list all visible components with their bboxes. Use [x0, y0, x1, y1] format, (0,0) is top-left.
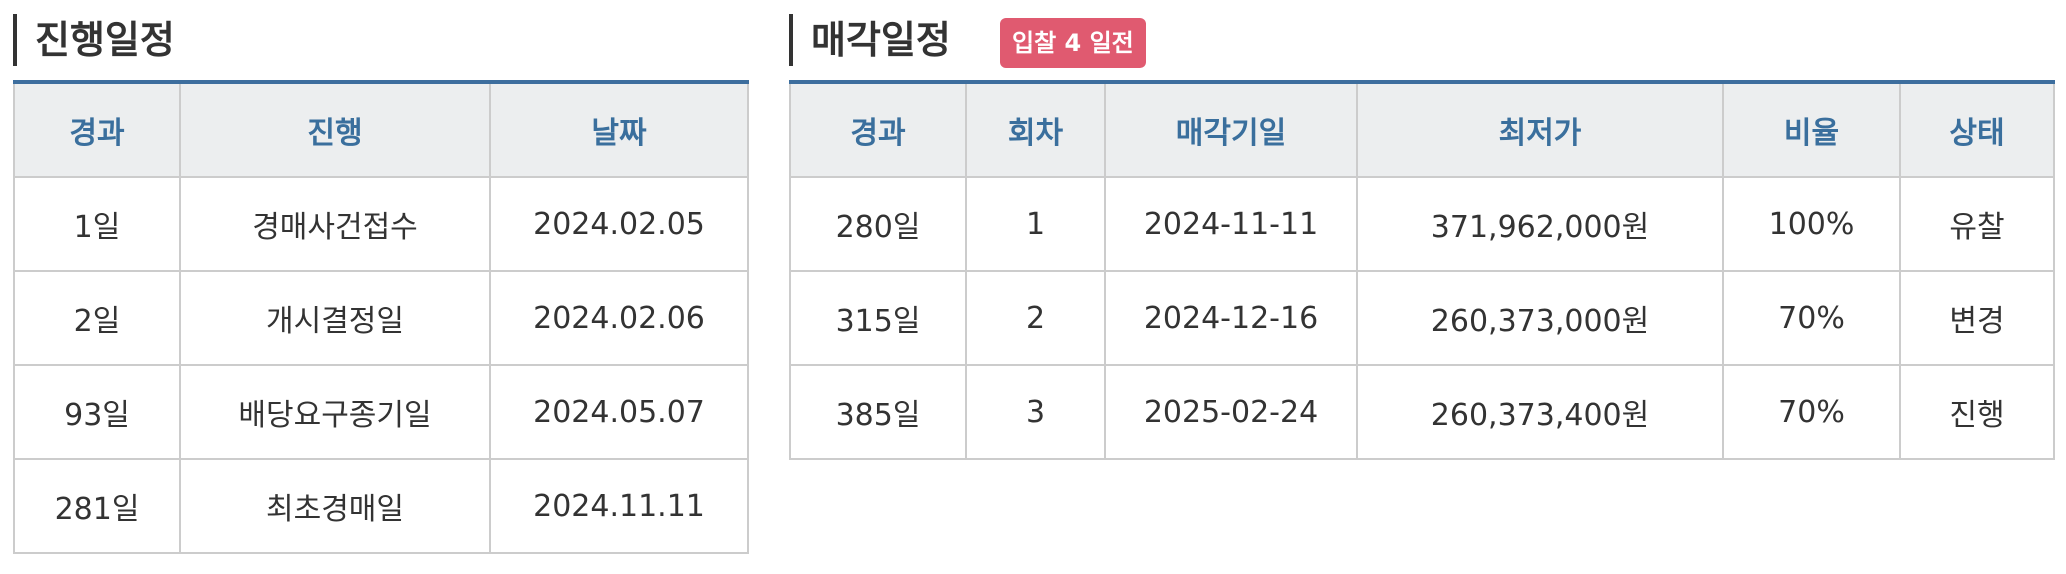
sale-schedule-table: 경과 회차 매각기일 최저가 비율 상태 280일 1 2024-11-11 3…: [789, 80, 2055, 460]
heading-accent-bar: [789, 14, 793, 66]
cell-round: 1: [965, 176, 1106, 272]
status-link[interactable]: 진행: [1899, 364, 2055, 460]
column-header-min-price: 최저가: [1356, 82, 1724, 178]
sale-schedule-title: 매각일정: [811, 18, 951, 62]
table-row: 2일 개시결정일 2024.02.06: [13, 270, 749, 366]
cell-sale-date: 2024-11-11: [1104, 176, 1358, 272]
cell-elapsed: 1일: [13, 176, 181, 272]
column-header-sale-date: 매각기일: [1104, 82, 1358, 178]
cell-step: 개시결정일: [179, 270, 491, 366]
status-link[interactable]: 변경: [1899, 270, 2055, 366]
cell-date: 2024.11.11: [489, 458, 749, 554]
cell-min-price: 260,373,400원: [1356, 364, 1724, 460]
cell-round: 2: [965, 270, 1106, 366]
cell-ratio: 70%: [1722, 270, 1901, 366]
table-row: 280일 1 2024-11-11 371,962,000원 100% 유찰: [789, 176, 2055, 272]
cell-date: 2024.02.06: [489, 270, 749, 366]
cell-round: 3: [965, 364, 1106, 460]
progress-schedule-section: 진행일정 경과 진행 날짜 1일 경매사건접수 2024.02.05 2일 개시…: [13, 0, 749, 554]
column-header-step: 진행: [179, 82, 491, 178]
column-header-round: 회차: [965, 82, 1106, 178]
cell-step: 경매사건접수: [179, 176, 491, 272]
sale-schedule-section: 매각일정 입찰 4 일전 경과 회차 매각기일 최저가 비율 상태 280일 1…: [789, 0, 2055, 460]
cell-step: 최초경매일: [179, 458, 491, 554]
cell-date: 2024.05.07: [489, 364, 749, 460]
progress-schedule-heading: 진행일정: [13, 0, 747, 80]
table-row: 93일 배당요구종기일 2024.05.07: [13, 364, 749, 460]
table-row: 315일 2 2024-12-16 260,373,000원 70% 변경: [789, 270, 2055, 366]
cell-min-price: 371,962,000원: [1356, 176, 1724, 272]
column-header-elapsed: 경과: [789, 82, 967, 178]
table-header-row: 경과 진행 날짜: [13, 82, 749, 178]
status-link[interactable]: 유찰: [1899, 176, 2055, 272]
sale-schedule-heading: 매각일정 입찰 4 일전: [789, 0, 2053, 80]
cell-ratio: 100%: [1722, 176, 1901, 272]
cell-ratio: 70%: [1722, 364, 1901, 460]
column-header-elapsed: 경과: [13, 82, 181, 178]
cell-elapsed: 2일: [13, 270, 181, 366]
table-row: 1일 경매사건접수 2024.02.05: [13, 176, 749, 272]
table-row: 385일 3 2025-02-24 260,373,400원 70% 진행: [789, 364, 2055, 460]
cell-date: 2024.02.05: [489, 176, 749, 272]
column-header-date: 날짜: [489, 82, 749, 178]
cell-elapsed: 280일: [789, 176, 967, 272]
cell-min-price: 260,373,000원: [1356, 270, 1724, 366]
column-header-ratio: 비율: [1722, 82, 1901, 178]
cell-step: 배당요구종기일: [179, 364, 491, 460]
cell-elapsed: 385일: [789, 364, 967, 460]
cell-elapsed: 315일: [789, 270, 967, 366]
heading-accent-bar: [13, 14, 17, 66]
progress-schedule-table: 경과 진행 날짜 1일 경매사건접수 2024.02.05 2일 개시결정일 2…: [13, 80, 749, 554]
bid-countdown-badge: 입찰 4 일전: [1000, 18, 1146, 68]
cell-sale-date: 2025-02-24: [1104, 364, 1358, 460]
progress-schedule-title: 진행일정: [35, 18, 175, 62]
cell-sale-date: 2024-12-16: [1104, 270, 1358, 366]
cell-elapsed: 93일: [13, 364, 181, 460]
table-row: 281일 최초경매일 2024.11.11: [13, 458, 749, 554]
column-header-status: 상태: [1899, 82, 2055, 178]
cell-elapsed: 281일: [13, 458, 181, 554]
table-header-row: 경과 회차 매각기일 최저가 비율 상태: [789, 82, 2055, 178]
